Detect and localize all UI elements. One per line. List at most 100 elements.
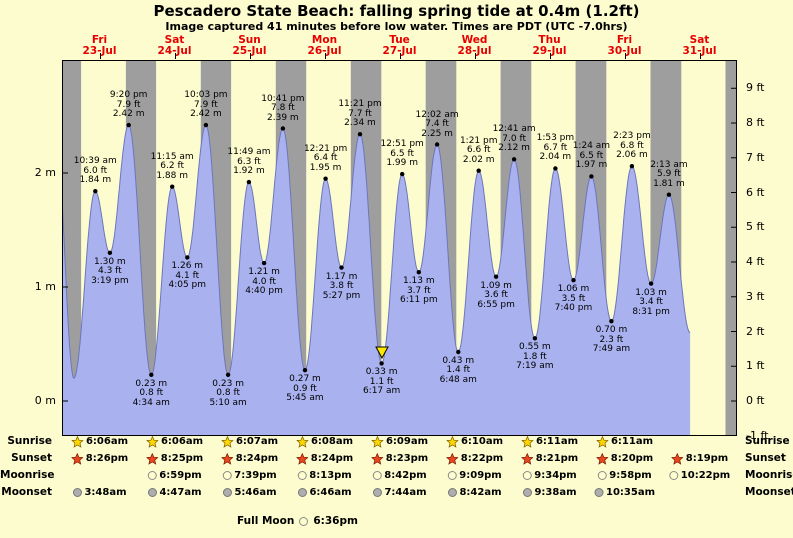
y-axis-label-left: 2 m bbox=[34, 166, 56, 179]
tide-annotation-line: 6:11 pm bbox=[400, 295, 438, 306]
sunset-time: 8:22pm bbox=[460, 453, 504, 464]
tide-annotation-line: 1:53 pm bbox=[536, 133, 575, 144]
tide-annotation-line: 6.5 ft bbox=[390, 148, 415, 159]
tide-annotation-line: 6.4 ft bbox=[313, 153, 338, 164]
tide-annotation-line: 7.9 ft bbox=[194, 99, 218, 110]
tide-annotation-line: 2.34 m bbox=[344, 118, 376, 129]
tide-extreme-dot bbox=[225, 372, 231, 377]
tide-annotation-line: 3.8 ft bbox=[329, 281, 354, 292]
day-tick-mark bbox=[474, 53, 476, 59]
tide-annotation-line: 1.03 m bbox=[635, 287, 667, 298]
day-name: Thu bbox=[538, 34, 561, 46]
sunrise-star-icon bbox=[520, 435, 533, 448]
tide-annotation-line: 1.99 m bbox=[386, 158, 418, 169]
tide-annotation-line: 6:17 am bbox=[362, 386, 401, 397]
tide-low-annotation: 1.06 m 3.5 ft 7:40 pm bbox=[555, 285, 593, 314]
y-axis-label-right: 3 ft bbox=[746, 289, 765, 303]
day-date: 30-Jul bbox=[607, 45, 642, 57]
sunrise-time: 6:06am bbox=[85, 436, 129, 447]
tide-high-annotation: 10:39 am 6.0 ft 1.84 m bbox=[74, 157, 117, 186]
tide-annotation-line: 6.5 ft bbox=[579, 150, 604, 161]
sunset-time: 8:25pm bbox=[160, 453, 204, 464]
sunset-star-icon bbox=[445, 452, 458, 465]
tide-annotation-line: 1.88 m bbox=[156, 170, 188, 181]
tide-annotation-line: 9:20 pm bbox=[109, 90, 148, 101]
day-date: 25-Jul bbox=[232, 45, 267, 57]
day-name: Fri bbox=[616, 34, 633, 46]
moonrise-entry: 7:39pm bbox=[222, 469, 277, 482]
day-label: Wed 28-Jul bbox=[458, 34, 492, 57]
tide-annotation-line: 3.5 ft bbox=[561, 293, 586, 304]
day-tick-mark bbox=[624, 53, 626, 59]
tide-annotation-line: 0.43 m bbox=[442, 355, 475, 366]
tide-annotation-line: 2.04 m bbox=[539, 152, 572, 163]
tide-high-annotation: 10:41 pm 7.8 ft 2.39 m bbox=[261, 94, 304, 124]
sunset-star-icon bbox=[520, 452, 533, 465]
tide-annotation-line: 1:24 am bbox=[572, 141, 611, 152]
tide-high-annotation: 2:23 pm 6.8 ft 2.06 m bbox=[613, 132, 651, 161]
y-axis-label-right: 2 ft bbox=[746, 324, 765, 338]
tide-extreme-dot bbox=[185, 255, 190, 260]
tide-annotation-line: 2:23 pm bbox=[613, 131, 651, 142]
tide-annotation-line: 6.7 ft bbox=[543, 142, 568, 153]
tide-extreme-dot bbox=[357, 132, 363, 137]
tide-high-annotation: 12:21 pm 6.4 ft 1.95 m bbox=[304, 144, 347, 174]
moonset-time: 8:42am bbox=[459, 487, 502, 498]
day-date: 31-Jul bbox=[682, 45, 717, 57]
sunset-entry: 8:21pm bbox=[520, 452, 578, 465]
tide-annotation-line: 1:21 pm bbox=[459, 135, 498, 146]
tide-extreme-dot bbox=[456, 349, 461, 355]
tide-annotation-line: 10:03 pm bbox=[184, 90, 228, 101]
moonrise-entry: 9:34pm bbox=[522, 469, 577, 482]
tide-low-annotation: 1.26 m 4.1 ft 4:05 pm bbox=[168, 262, 206, 291]
day-date: 29-Jul bbox=[532, 45, 567, 57]
sunset-entry: 8:24pm bbox=[220, 452, 279, 465]
tide-annotation-line: 6.3 ft bbox=[237, 156, 261, 167]
tide-extreme-dot bbox=[589, 174, 594, 179]
tide-annotation-line: 1.92 m bbox=[233, 166, 265, 177]
current-time-arrow-icon bbox=[374, 346, 389, 360]
day-label: Fri 23-Jul bbox=[83, 34, 117, 57]
full-moon-note: Full Moon 6:36pm bbox=[237, 515, 358, 527]
tide-extreme-dot bbox=[609, 319, 614, 324]
tide-annotation-line: 0.55 m bbox=[519, 342, 551, 353]
tide-annotation-line: 1.26 m bbox=[171, 261, 204, 272]
tide-annotation-line: 11:49 am bbox=[227, 147, 271, 158]
moonrise-time: 8:42pm bbox=[384, 470, 427, 481]
tide-low-annotation: 1.09 m 3.6 ft 6:55 pm bbox=[477, 280, 515, 311]
tide-annotation-line: 0.9 ft bbox=[293, 383, 317, 394]
tide-annotation-line: 7:19 am bbox=[516, 361, 554, 372]
tide-high-annotation: 1:21 pm 6.6 ft 2.02 m bbox=[459, 135, 498, 166]
tide-annotation-line: 5:27 pm bbox=[322, 290, 361, 301]
tide-high-annotation: 10:03 pm 7.9 ft 2.42 m bbox=[184, 91, 227, 120]
tide-annotation-line: 2.12 m bbox=[498, 143, 530, 154]
tide-extreme-dot bbox=[400, 171, 405, 177]
tide-low-annotation: 0.43 m 1.4 ft 6:48 am bbox=[440, 355, 477, 386]
tide-high-annotation: 2:13 am 5.9 ft 1.81 m bbox=[650, 160, 687, 190]
tide-low-annotation: 0.70 m 2.3 ft 7:49 am bbox=[593, 326, 630, 355]
tide-annotation-line: 1.09 m bbox=[480, 280, 512, 291]
y-axis-label-right: 0 ft bbox=[746, 394, 765, 407]
sunrise-star-icon bbox=[145, 435, 158, 448]
tide-annotation-line: 6.0 ft bbox=[83, 165, 108, 176]
y-axis-label-left: 0 m bbox=[34, 394, 56, 407]
tide-extreme-dot bbox=[666, 192, 672, 197]
moonset-time: 6:46am bbox=[309, 487, 352, 498]
day-tick-mark bbox=[699, 53, 701, 59]
tide-high-annotation: 1:24 am 6.5 ft 1.97 m bbox=[573, 142, 610, 171]
tide-high-annotation: 11:15 am 6.2 ft 1.88 m bbox=[151, 152, 194, 182]
current-time-marker bbox=[374, 346, 389, 360]
moonset-entry: 3:48am bbox=[72, 486, 127, 499]
tide-annotation-line: 7:49 am bbox=[592, 344, 631, 355]
tide-annotation-line: 6.2 ft bbox=[160, 161, 185, 172]
moonset-entry: 4:47am bbox=[147, 486, 202, 499]
tide-annotation-line: 4.3 ft bbox=[98, 266, 122, 277]
moonset-time: 3:48am bbox=[84, 487, 127, 498]
tide-annotation-line: 0.27 m bbox=[289, 374, 321, 385]
sunrise-time: 6:07am bbox=[235, 436, 279, 447]
sunset-entry: 8:26pm bbox=[70, 452, 128, 465]
astro-row-label-right: Moonset bbox=[745, 486, 793, 498]
sunset-time: 8:24pm bbox=[235, 453, 279, 464]
sunset-star-icon bbox=[595, 452, 608, 465]
day-date: 27-Jul bbox=[382, 45, 417, 57]
